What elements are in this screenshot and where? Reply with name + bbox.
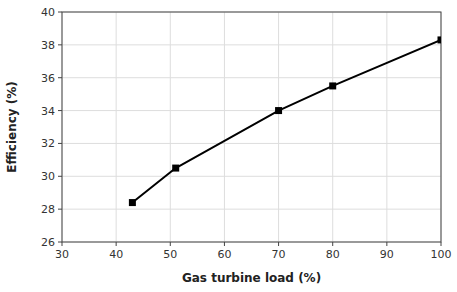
grid-line — [170, 12, 171, 242]
x-tick — [332, 242, 333, 246]
point — [129, 199, 136, 206]
grid-line — [62, 209, 441, 210]
data — [129, 36, 441, 206]
line — [132, 40, 441, 203]
x-tick-label: 50 — [163, 248, 177, 261]
x-tick-label: 60 — [217, 248, 231, 261]
point — [172, 165, 179, 172]
grid-line — [332, 12, 333, 242]
y-tick — [58, 110, 62, 111]
x-tick — [224, 242, 225, 246]
grid — [62, 12, 441, 242]
plot-frame — [62, 12, 441, 242]
y-axis-label: Efficiency (%) — [5, 81, 19, 173]
point — [275, 107, 282, 114]
y-tick-label: 30 — [41, 170, 55, 183]
grid-line — [116, 12, 117, 242]
y-tick — [58, 209, 62, 210]
grid-line — [224, 12, 225, 242]
x-tick — [116, 242, 117, 246]
y-tick-label: 34 — [41, 105, 55, 118]
chart: 30 40 50 60 70 80 90 100 26 28 30 32 34 36 38 40 Gas tur… — [0, 0, 457, 292]
y-tick-label: 26 — [41, 236, 55, 249]
grid-line — [62, 44, 441, 45]
y-tick-label: 28 — [41, 203, 55, 216]
x-axis-label: Gas turbine load (%) — [182, 271, 321, 285]
x-tick-label: 90 — [380, 248, 394, 261]
x-tick — [441, 242, 442, 246]
y-tick — [58, 143, 62, 144]
grid-line — [62, 77, 441, 78]
point — [329, 82, 336, 89]
x-tick — [62, 242, 63, 246]
grid-line — [62, 176, 441, 177]
grid-line — [278, 12, 279, 242]
x-tick — [278, 242, 279, 246]
y-tick — [58, 176, 62, 177]
x-tick-label: 100 — [431, 248, 452, 261]
x-tick-label: 40 — [109, 248, 123, 261]
grid-line — [386, 12, 387, 242]
y-tick — [58, 44, 62, 45]
y-tick-label: 38 — [41, 39, 55, 52]
y-tick-label: 32 — [41, 137, 55, 150]
y-tick — [58, 77, 62, 78]
x-tick-label: 70 — [272, 248, 286, 261]
y-tick-label: 36 — [41, 72, 55, 85]
axes: 30 40 50 60 70 80 90 100 26 28 30 32 34 36 38 40 — [41, 6, 452, 261]
point — [438, 36, 442, 43]
x-tick-label: 30 — [55, 248, 69, 261]
y-tick — [58, 242, 62, 243]
grid-line — [62, 110, 441, 111]
y-tick-label: 40 — [41, 6, 55, 19]
x-tick — [386, 242, 387, 246]
x-tick-label: 80 — [326, 248, 340, 261]
x-tick — [170, 242, 171, 246]
y-tick — [58, 12, 62, 13]
grid-line — [62, 143, 441, 144]
